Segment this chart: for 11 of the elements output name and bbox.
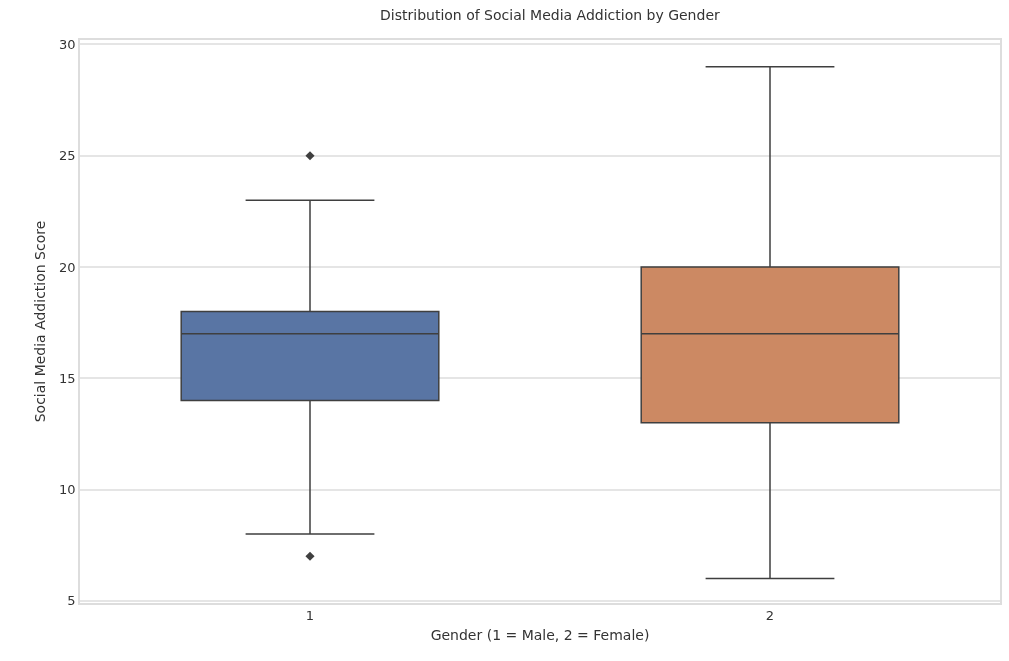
y-tick-label: 5 — [67, 593, 76, 609]
y-tick-label: 20 — [59, 259, 76, 275]
y-axis-title: Social Media Addiction Score — [32, 220, 49, 423]
chart-title: Distribution of Social Media Addiction by Gender — [380, 6, 720, 23]
y-tick-label: 15 — [59, 370, 76, 386]
y-tick-label: 25 — [59, 148, 76, 164]
y-tick-label: 10 — [59, 482, 76, 498]
y-tick-label: 30 — [59, 37, 76, 52]
x-axis-title: Gender (1 = Male, 2 = Female) — [430, 627, 650, 644]
x-tick-label: 1 — [305, 608, 315, 624]
x-tick-label: 2 — [765, 608, 775, 624]
